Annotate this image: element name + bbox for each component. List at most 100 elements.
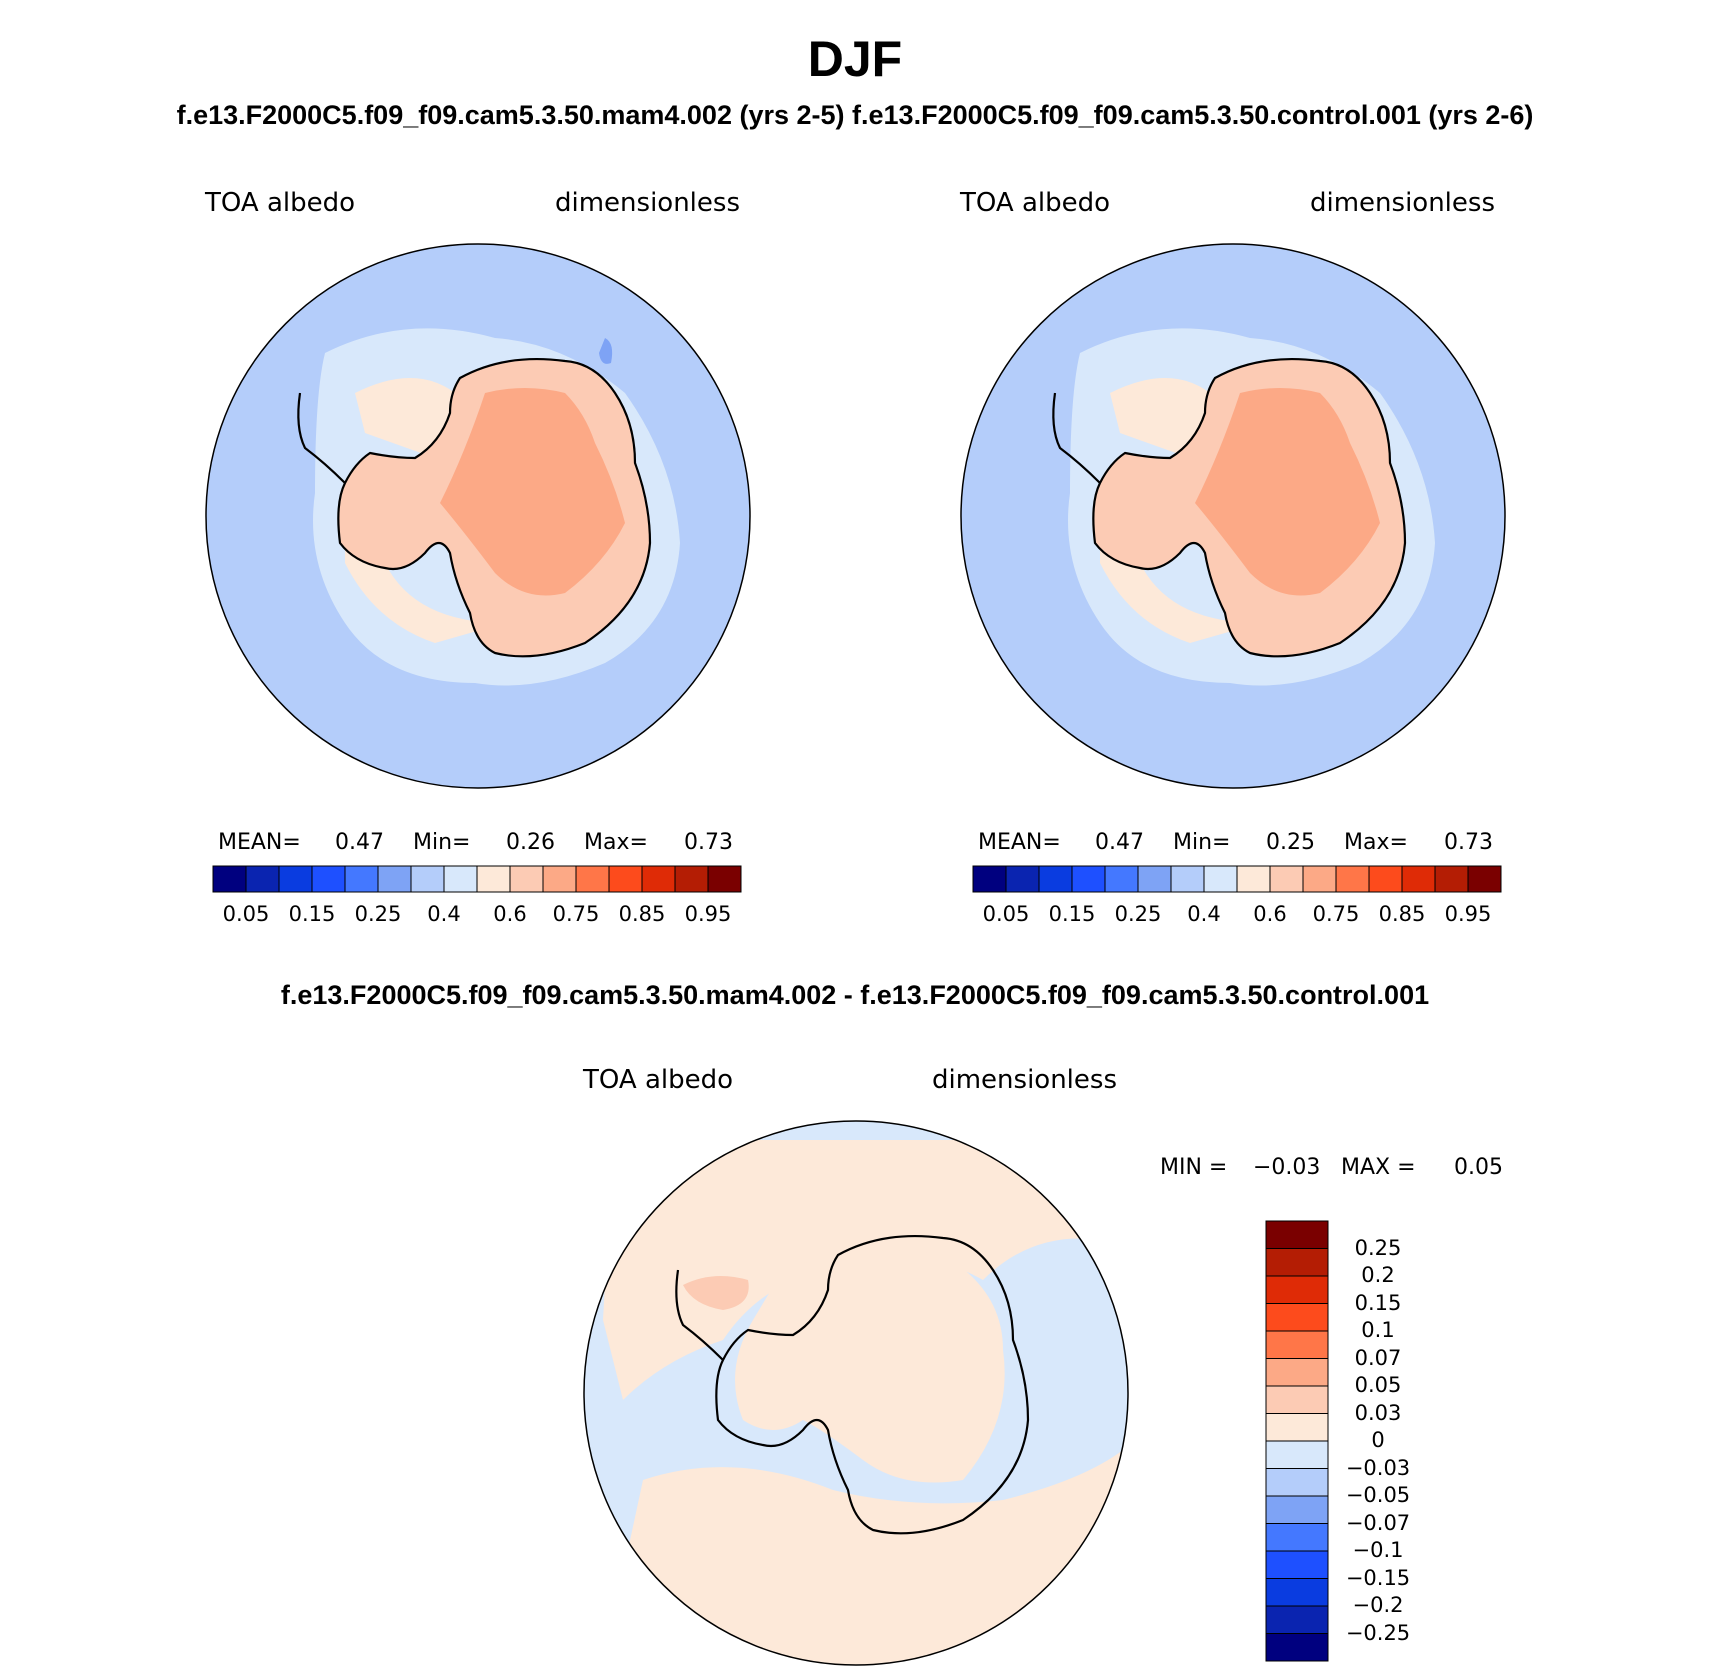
diff-colorbar-tick-label: 0.03	[1354, 1400, 1402, 1425]
diff-max-value: 0.05	[1454, 1155, 1503, 1180]
diff-colorbar-swatch	[1265, 1275, 1329, 1304]
diff-colorbar-swatch	[1265, 1385, 1329, 1414]
colorbar-swatch	[443, 865, 478, 893]
colorbar-swatch	[1137, 865, 1172, 893]
colorbar-swatch	[641, 865, 676, 893]
colorbar-swatch	[972, 865, 1007, 893]
diff-colorbar-tick-label: 0.07	[1354, 1345, 1402, 1370]
panel2-max-value: 0.73	[1444, 830, 1493, 855]
diff-colorbar-swatch	[1265, 1220, 1329, 1249]
difference-colorbar	[1265, 1220, 1329, 1662]
east-antarctic-plateau	[440, 388, 625, 596]
colorbar-tick-label: 0.05	[982, 902, 1030, 926]
diff-colorbar-tick-label: −0.25	[1345, 1620, 1411, 1645]
colorbar-swatch	[278, 865, 313, 893]
panel1-max-value: 0.73	[684, 830, 733, 855]
colorbar-tick-label: 0.25	[1114, 902, 1162, 926]
panel1-min-label: Min=	[413, 830, 471, 855]
colorbar-swatch	[1467, 865, 1502, 893]
panel2-min-label: Min=	[1173, 830, 1231, 855]
colorbar-swatch	[1434, 865, 1469, 893]
east-antarctic-plateau	[1195, 388, 1380, 596]
diff-max-label: MAX =	[1341, 1155, 1416, 1180]
panel1-mean-value: 0.47	[335, 830, 384, 855]
colorbar-swatch	[1038, 865, 1073, 893]
diff-colorbar-swatch	[1265, 1578, 1329, 1607]
diff-min-label: MIN =	[1160, 1155, 1228, 1180]
colorbar-tick-label: 0.6	[1253, 902, 1287, 926]
figure-title: DJF	[807, 31, 903, 87]
colorbar-swatch	[608, 865, 643, 893]
colorbar-swatch	[1203, 865, 1238, 893]
run1-title: f.e13.F2000C5.f09_f09.cam5.3.50.mam4.002…	[176, 100, 845, 130]
run-comparison-header: f.e13.F2000C5.f09_f09.cam5.3.50.mam4.002…	[0, 100, 1710, 131]
colorbar-swatch	[674, 865, 709, 893]
diff-colorbar-tick-label: −0.15	[1345, 1565, 1411, 1590]
colorbar-swatch	[575, 865, 610, 893]
diff-colorbar-swatch	[1265, 1413, 1329, 1442]
peninsula-coastline	[1052, 392, 1101, 484]
panel1-min-value: 0.26	[506, 830, 555, 855]
colorbar-tick-label: 0.85	[1378, 902, 1426, 926]
diff-colorbar-tick-label: 0.05	[1354, 1373, 1402, 1397]
colorbar-tick-label: 0.4	[427, 902, 461, 926]
panel2-max-label: Max=	[1344, 830, 1408, 855]
map-boundary	[205, 243, 751, 789]
diff-colorbar-swatch	[1265, 1330, 1329, 1359]
colorbar-swatch	[1269, 865, 1304, 893]
coastal-high-albedo-band	[345, 378, 505, 643]
positive-difference-region	[603, 1450, 1123, 1665]
panel1-colorbar	[212, 865, 742, 893]
colorbar-swatch	[1236, 865, 1271, 893]
coastline	[1092, 357, 1407, 658]
colorbar-tick-label: 0.05	[222, 902, 270, 926]
diff-colorbar-swatch	[1265, 1550, 1329, 1579]
panel1-variable-label: TOA albedo	[205, 188, 356, 218]
panel1-units-label: dimensionless	[555, 188, 740, 218]
colorbar-tick-label: 0.15	[288, 902, 336, 926]
diff-colorbar-tick-label: −0.03	[1345, 1455, 1411, 1480]
panel2-mean-value: 0.47	[1095, 830, 1144, 855]
coastline	[715, 1234, 1030, 1535]
peak-difference-patch	[683, 1276, 749, 1310]
colorbar-tick-label: 0.75	[552, 902, 600, 926]
colorbar-swatch	[1335, 865, 1370, 893]
colorbar-swatch	[344, 865, 379, 893]
coastline	[337, 357, 652, 658]
colorbar-swatch	[476, 865, 511, 893]
diff-colorbar-tick-label: −0.05	[1345, 1483, 1411, 1507]
panel2-mean-label: MEAN=	[978, 830, 1061, 855]
panel2-min-value: 0.25	[1266, 830, 1315, 855]
positive-difference-region	[603, 1140, 1103, 1400]
panel1-mean-label: MEAN=	[218, 830, 301, 855]
positive-difference-region	[735, 1250, 1005, 1483]
colorbar-tick-label: 0.15	[1048, 902, 1096, 926]
colorbar-swatch	[1170, 865, 1205, 893]
difference-polar-map	[583, 1120, 1129, 1666]
diff-colorbar-swatch	[1265, 1440, 1329, 1469]
panel2-colorbar	[972, 865, 1502, 893]
colorbar-swatch	[1104, 865, 1139, 893]
colorbar-tick-label: 0.85	[618, 902, 666, 926]
diff-colorbar-swatch	[1265, 1248, 1329, 1277]
colorbar-tick-label: 0.4	[1187, 902, 1221, 926]
peninsula-coastline	[675, 1269, 724, 1361]
colorbar-swatch	[707, 865, 742, 893]
diff-colorbar-swatch	[1265, 1358, 1329, 1387]
diff-min-value: −0.03	[1253, 1155, 1321, 1180]
colorbar-swatch	[1005, 865, 1040, 893]
colorbar-tick-label: 0.95	[684, 902, 732, 926]
colorbar-swatch	[311, 865, 346, 893]
diff-colorbar-swatch	[1265, 1468, 1329, 1497]
coastal-high-albedo-band	[1100, 378, 1260, 643]
panel1-polar-map	[205, 243, 751, 789]
difference-header: f.e13.F2000C5.f09_f09.cam5.3.50.mam4.002…	[280, 980, 1430, 1010]
run2-title: f.e13.F2000C5.f09_f09.cam5.3.50.control.…	[852, 100, 1534, 130]
diff-colorbar-swatch	[1265, 1633, 1329, 1662]
diff-colorbar-tick-label: 0.1	[1361, 1318, 1395, 1342]
colorbar-swatch	[1401, 865, 1436, 893]
colorbar-swatch	[1302, 865, 1337, 893]
colorbar-swatch	[1071, 865, 1106, 893]
colorbar-swatch	[509, 865, 544, 893]
colorbar-swatch	[212, 865, 247, 893]
